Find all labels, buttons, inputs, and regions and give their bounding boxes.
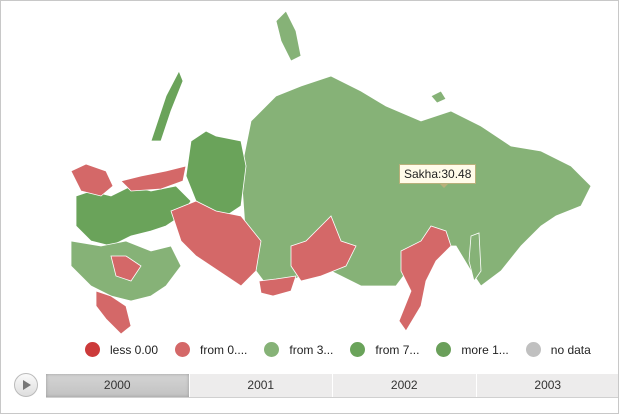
timeline-year-2002[interactable]: 2002 <box>333 374 477 397</box>
region-northwest[interactable] <box>185 130 247 217</box>
legend-item[interactable]: from 0.... <box>175 342 247 357</box>
timeline[interactable]: 2000 2001 2002 2003 <box>46 374 619 398</box>
region-chukotka-islands[interactable] <box>275 10 447 104</box>
legend-item[interactable]: from 3... <box>264 342 333 357</box>
legend-item[interactable]: more 1... <box>436 342 509 357</box>
map-legend: less 0.00 from 0.... from 3... from 7...… <box>85 342 608 357</box>
legend-dot <box>436 342 452 357</box>
legend-label: from 3... <box>289 342 334 357</box>
region-south-2[interactable] <box>110 255 142 282</box>
timeline-year-2001[interactable]: 2001 <box>190 374 333 397</box>
region-far-east[interactable] <box>398 225 452 332</box>
region-volga[interactable] <box>170 200 262 287</box>
region-arkhangelsk[interactable] <box>120 165 187 192</box>
legend-dot <box>85 342 100 357</box>
region-novaya-zemlya[interactable] <box>150 70 184 142</box>
region-kola[interactable] <box>70 163 114 197</box>
legend-label: less 0.00 <box>110 342 159 357</box>
legend-item[interactable]: no data <box>525 342 591 357</box>
timeline-year-2000[interactable]: 2000 <box>46 374 190 397</box>
legend-dot <box>525 342 541 357</box>
timeline-year-2003[interactable]: 2003 <box>477 374 619 397</box>
legend-label: more 1... <box>461 342 509 357</box>
region-tooltip: Sakha:30.48 <box>399 164 477 188</box>
region-sakhalin[interactable] <box>468 232 482 282</box>
legend-label: from 0.... <box>200 342 248 357</box>
play-button[interactable] <box>14 373 38 397</box>
legend-label: from 7... <box>375 342 420 357</box>
legend-dot <box>350 342 366 357</box>
region-krasnoyarsk-south[interactable] <box>290 215 357 282</box>
legend-label: no data <box>550 342 591 357</box>
legend-dot <box>175 342 191 357</box>
region-south[interactable] <box>95 290 132 335</box>
legend-item[interactable]: less 0.00 <box>85 342 158 357</box>
legend-item[interactable]: from 7... <box>350 342 419 357</box>
region-altai[interactable] <box>258 275 297 297</box>
legend-dot <box>264 342 280 357</box>
